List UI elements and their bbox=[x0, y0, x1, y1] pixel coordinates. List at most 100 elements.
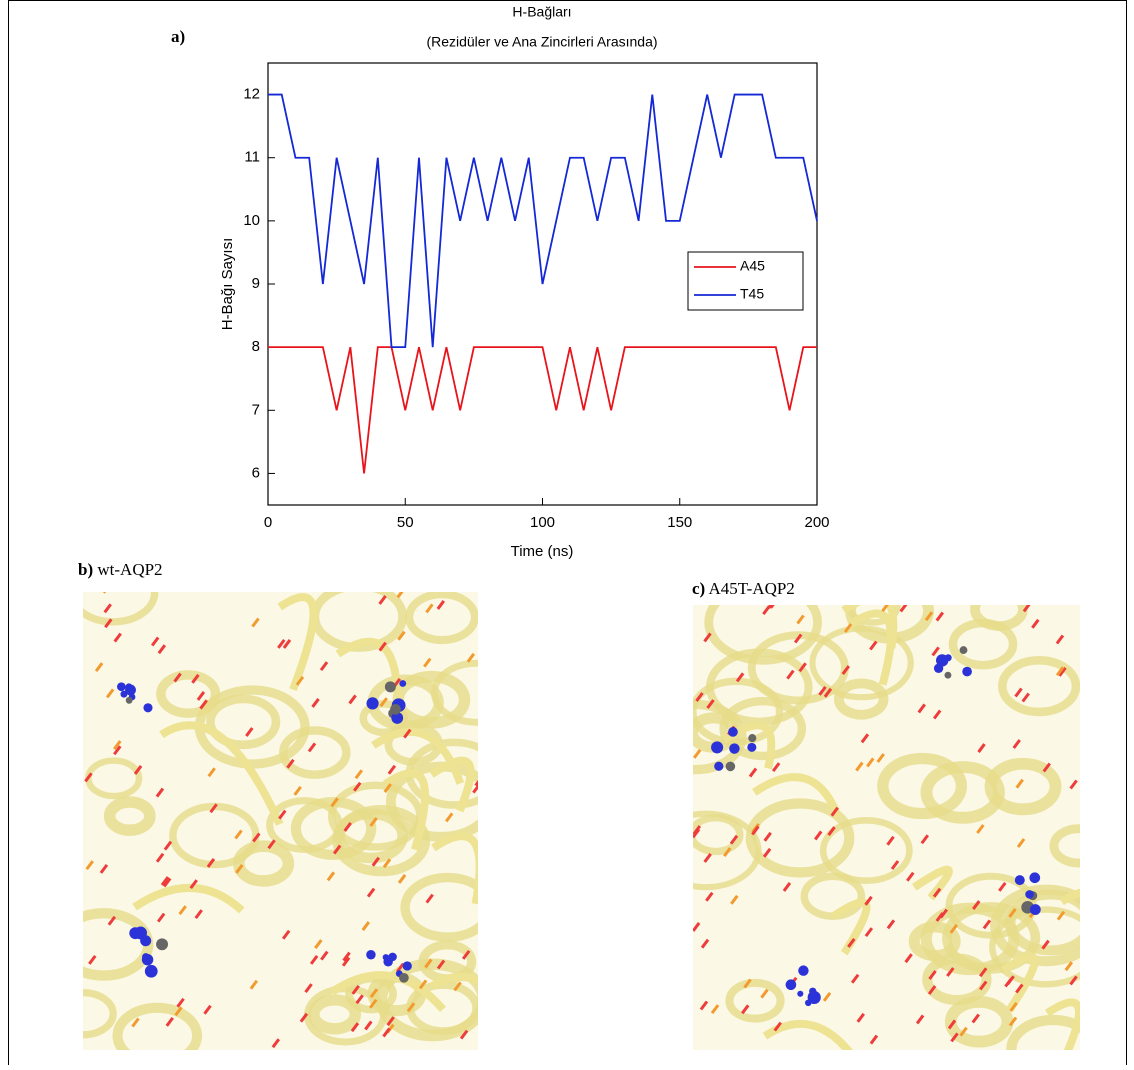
hbond bbox=[843, 623, 853, 633]
hbond bbox=[876, 753, 885, 763]
atom bbox=[366, 950, 376, 960]
coil bbox=[762, 1019, 853, 1050]
atom bbox=[383, 957, 393, 967]
hbond bbox=[191, 673, 200, 684]
hbond bbox=[881, 605, 889, 613]
hbond bbox=[830, 806, 839, 817]
hbond bbox=[444, 812, 454, 823]
helix bbox=[990, 884, 1080, 967]
hbond bbox=[866, 757, 875, 768]
hbond bbox=[1004, 977, 1013, 988]
panel-caption: A45T-AQP2 bbox=[709, 579, 795, 598]
hbond bbox=[155, 787, 165, 798]
panel-c: c) A45T-AQP2 bbox=[692, 579, 1080, 1050]
hbond bbox=[99, 863, 109, 874]
hbond bbox=[386, 1016, 395, 1027]
hbond bbox=[998, 881, 1007, 892]
helix bbox=[232, 840, 295, 887]
coil bbox=[159, 721, 284, 826]
atom bbox=[959, 646, 968, 655]
hbond bbox=[369, 988, 379, 999]
hbond bbox=[904, 953, 913, 964]
hbond bbox=[155, 852, 165, 863]
hbond bbox=[163, 840, 173, 851]
hbond bbox=[869, 640, 878, 651]
hbond bbox=[1055, 634, 1065, 645]
hbond bbox=[729, 834, 739, 845]
hbond bbox=[330, 797, 339, 808]
hbond bbox=[189, 879, 198, 890]
hbond bbox=[150, 636, 160, 647]
atom bbox=[809, 987, 817, 995]
hbond bbox=[326, 871, 336, 882]
hbond bbox=[1016, 838, 1026, 848]
hbond bbox=[307, 742, 317, 753]
atom bbox=[1029, 904, 1041, 915]
hbond bbox=[366, 887, 376, 898]
helix bbox=[877, 752, 968, 820]
legend-label: T45 bbox=[740, 286, 764, 302]
hbond bbox=[371, 856, 380, 867]
hbond bbox=[827, 826, 836, 836]
atom bbox=[402, 961, 412, 971]
hbond bbox=[748, 767, 758, 778]
legend-label: A45 bbox=[740, 258, 765, 274]
hbond bbox=[705, 891, 714, 902]
coil bbox=[431, 832, 478, 905]
hbond bbox=[105, 688, 115, 699]
hbond bbox=[1064, 961, 1073, 972]
atom bbox=[1014, 875, 1025, 886]
hbond bbox=[85, 860, 94, 871]
helix bbox=[308, 994, 362, 1035]
hbond bbox=[203, 1004, 212, 1015]
hbond bbox=[972, 900, 981, 910]
helix bbox=[400, 872, 478, 942]
hbond bbox=[932, 887, 942, 898]
hbond bbox=[1056, 910, 1066, 921]
coil bbox=[429, 972, 478, 990]
hbond bbox=[1021, 692, 1030, 703]
atom bbox=[785, 979, 797, 991]
coil bbox=[1059, 888, 1080, 906]
hbond bbox=[979, 967, 988, 978]
coil bbox=[1000, 952, 1039, 1013]
hbond bbox=[382, 858, 392, 869]
hbond bbox=[173, 672, 182, 683]
hbond bbox=[165, 1016, 174, 1027]
hbond bbox=[1031, 618, 1040, 629]
hbond bbox=[782, 882, 792, 892]
helix bbox=[920, 761, 1005, 824]
helix bbox=[1049, 824, 1080, 868]
hbond bbox=[741, 1004, 750, 1015]
y-tick-label: 8 bbox=[252, 338, 260, 355]
atom bbox=[144, 964, 158, 978]
hbond bbox=[94, 662, 104, 673]
helix bbox=[725, 978, 785, 1023]
hbond bbox=[1015, 983, 1024, 994]
hbond bbox=[472, 783, 478, 794]
hbond bbox=[899, 605, 908, 613]
panel-label: b) wt-AQP2 bbox=[78, 560, 163, 579]
hbond bbox=[959, 1026, 968, 1037]
hbond bbox=[107, 915, 117, 926]
x-tick-label: 50 bbox=[397, 514, 414, 531]
hbond bbox=[361, 921, 371, 931]
hbond bbox=[113, 740, 122, 750]
hbond bbox=[886, 919, 896, 930]
hbond bbox=[700, 938, 710, 949]
hbond bbox=[971, 1013, 980, 1024]
atom bbox=[797, 990, 804, 997]
atom bbox=[714, 761, 724, 771]
hbond bbox=[314, 939, 323, 949]
hbond bbox=[928, 970, 937, 980]
hbond bbox=[176, 997, 185, 1008]
y-tick-label: 6 bbox=[252, 464, 260, 481]
atom bbox=[125, 696, 133, 704]
atom bbox=[143, 703, 153, 713]
hbond bbox=[693, 828, 701, 839]
hbond bbox=[396, 592, 404, 599]
helix bbox=[948, 618, 1018, 670]
coil bbox=[847, 609, 895, 686]
hbond bbox=[342, 951, 351, 962]
